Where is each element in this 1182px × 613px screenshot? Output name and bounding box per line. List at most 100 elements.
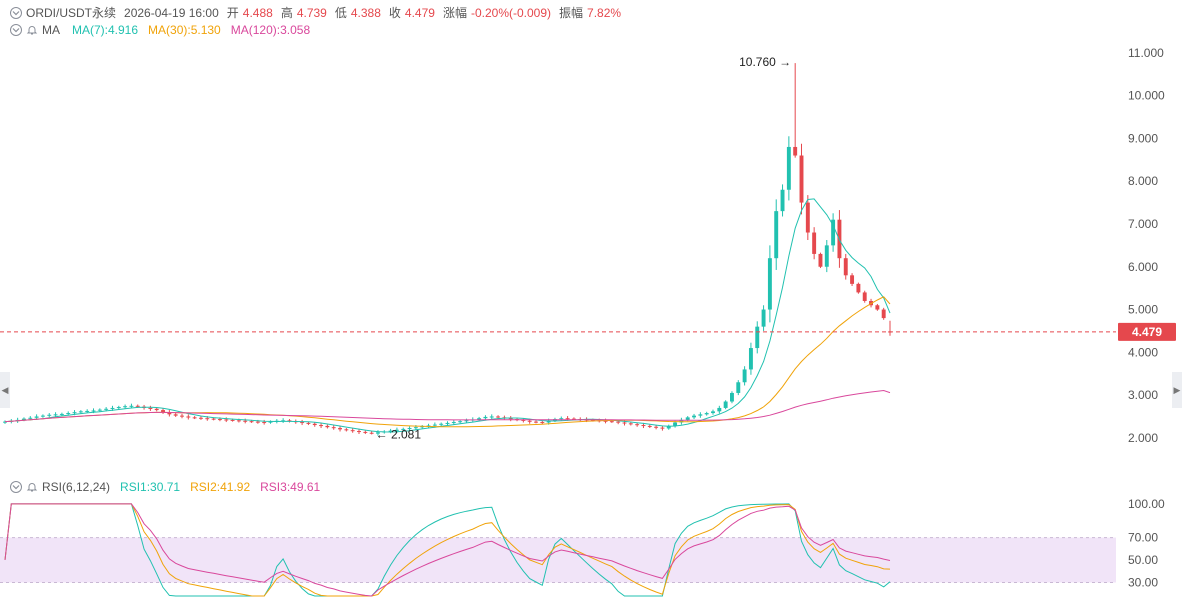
- candle-body: [755, 326, 760, 349]
- candle-body: [426, 425, 431, 427]
- collapse-ma-chevron-icon[interactable]: [10, 24, 22, 36]
- candle-body: [571, 418, 576, 420]
- candle-body: [647, 425, 652, 427]
- rsi3-value: RSI3:49.61: [260, 480, 321, 494]
- candle-body: [211, 418, 216, 420]
- candle-body: [812, 232, 817, 254]
- candle-body: [521, 419, 526, 421]
- candle-body: [534, 421, 538, 423]
- candle-body: [236, 420, 241, 422]
- candle-body: [489, 416, 494, 418]
- price-axis-tick: 8.000: [1128, 174, 1158, 188]
- candle-body: [736, 382, 741, 393]
- ma120-line: [4, 389, 891, 423]
- price-axis-tick: 11.000: [1128, 46, 1164, 60]
- candle-body: [116, 407, 121, 409]
- price-axis-tick: 2.000: [1128, 431, 1158, 445]
- candle-body: [401, 428, 406, 430]
- close-value: 4.479: [404, 5, 435, 20]
- rsi-axis-tick: 30.00: [1128, 576, 1158, 590]
- candle-body: [306, 422, 311, 424]
- candle-body: [628, 423, 633, 425]
- candle-body: [53, 414, 58, 416]
- candle-body: [243, 420, 248, 422]
- candle-body: [704, 413, 709, 415]
- candle-body: [483, 416, 488, 419]
- candle-body: [376, 432, 380, 434]
- candle-body: [91, 410, 96, 412]
- candle-body: [698, 414, 703, 416]
- price-axis-tick: 5.000: [1128, 303, 1158, 317]
- candle-body: [717, 407, 722, 412]
- candle-body: [730, 392, 734, 402]
- candle-body: [565, 418, 570, 420]
- candle-body: [609, 421, 614, 423]
- collapse-main-chevron-icon[interactable]: [10, 6, 22, 19]
- candle-body: [420, 426, 425, 428]
- candle-body: [34, 416, 39, 418]
- candle-body: [268, 421, 273, 423]
- candle-body: [527, 420, 532, 422]
- rsi-band: [0, 537, 1116, 583]
- rsi-axis-tick: 70.00: [1128, 531, 1158, 545]
- ma-alert-bell-icon[interactable]: [26, 24, 38, 36]
- candle-body: [881, 309, 886, 319]
- candle-body: [161, 410, 165, 413]
- candle-body: [824, 245, 829, 267]
- candle-body: [793, 146, 798, 156]
- price-axis-tick: 6.000: [1128, 260, 1158, 274]
- candle-body: [394, 429, 399, 431]
- candle-body: [28, 417, 33, 419]
- candle-body: [186, 416, 191, 418]
- candle-body: [173, 414, 178, 416]
- candle-body: [325, 425, 330, 428]
- candle-body: [217, 419, 222, 421]
- candle-body: [249, 421, 254, 423]
- high-label: 高: [280, 6, 293, 20]
- price-axis-tick: 4.000: [1128, 345, 1158, 359]
- candle-body: [255, 421, 260, 423]
- collapse-rsi-chevron-icon[interactable]: [10, 481, 22, 493]
- candle-body: [603, 420, 608, 422]
- candle-body: [59, 413, 64, 415]
- candle-body: [413, 427, 418, 429]
- candle-body: [805, 202, 810, 233]
- candle-body: [85, 410, 90, 412]
- change-value: -0.20%(-0.009): [470, 5, 552, 20]
- candle-body: [287, 420, 292, 422]
- price-axis-tick: 9.000: [1128, 131, 1158, 145]
- rsi-alert-bell-icon[interactable]: [26, 481, 38, 493]
- candle-body: [774, 211, 779, 259]
- rsi-label: RSI(6,12,24): [42, 480, 111, 494]
- low-label: 低: [334, 6, 347, 20]
- max-price-annotation: 10.760 →: [739, 55, 791, 69]
- candle-body: [635, 424, 640, 426]
- candle-body: [508, 418, 513, 420]
- candle-body: [129, 405, 134, 407]
- candle-body: [451, 422, 456, 424]
- candle-body: [97, 409, 102, 411]
- candle-body: [590, 419, 595, 421]
- candle-body: [856, 283, 861, 293]
- scroll-left-arrow-icon[interactable]: ◀: [0, 372, 10, 408]
- amplitude-label: 振幅: [559, 6, 584, 20]
- candle-body: [135, 405, 140, 407]
- candle-body: [47, 414, 52, 416]
- candle-body: [445, 422, 450, 424]
- candle-body: [477, 418, 482, 420]
- candle-body: [622, 422, 627, 424]
- candle-body: [761, 309, 766, 327]
- rsi-axis-tick: 50.00: [1128, 553, 1158, 567]
- candle-body: [818, 253, 823, 267]
- candle-body: [363, 431, 368, 433]
- close-label: 收: [388, 6, 401, 20]
- candle-body: [559, 418, 564, 420]
- candle-body: [673, 422, 678, 426]
- symbol-label: ORDI/USDT永续: [26, 6, 117, 20]
- high-value: 4.739: [296, 5, 327, 20]
- candle-body: [66, 413, 71, 415]
- scroll-right-arrow-icon[interactable]: ▶: [1172, 372, 1182, 408]
- candle-body: [350, 430, 355, 432]
- candle-body: [281, 420, 286, 422]
